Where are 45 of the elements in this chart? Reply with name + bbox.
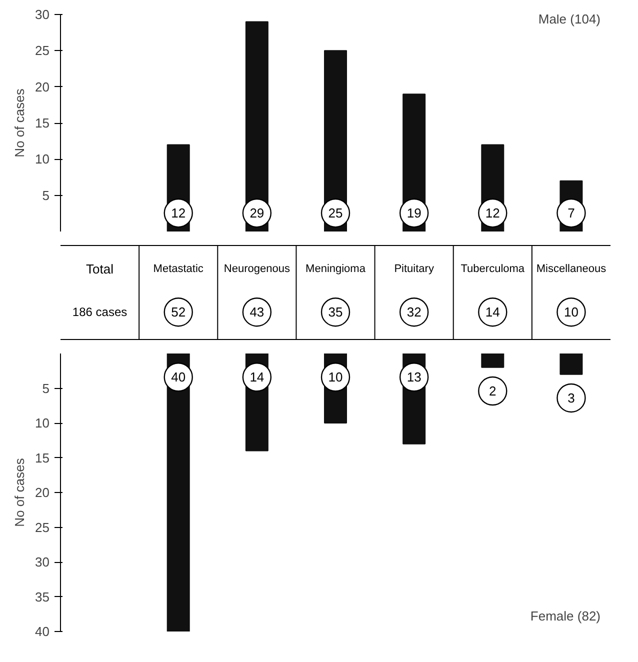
y-tick-label: 5 — [42, 188, 50, 203]
category-label: Metastatic — [153, 262, 204, 275]
data-label: 25 — [328, 206, 343, 221]
text: Total — [86, 261, 114, 276]
y-tick-label: 10 — [35, 416, 50, 430]
data-label: 43 — [250, 304, 264, 320]
y-tick-label: 5 — [42, 380, 50, 396]
y-tick-label: 15 — [35, 450, 50, 466]
category-label: Neurogenous — [224, 262, 290, 275]
data-label: 29 — [250, 206, 264, 221]
y-tick-label: 25 — [35, 520, 50, 535]
bar — [481, 354, 504, 368]
data-label: 40 — [171, 370, 186, 385]
data-label: 35 — [328, 304, 343, 320]
category-label: Miscellaneous — [536, 262, 607, 275]
annotation: Female (82) — [530, 608, 600, 624]
y-tick-label: 30 — [35, 7, 50, 22]
y-tick-label: 25 — [35, 43, 50, 58]
data-label: 3 — [568, 390, 575, 406]
y-tick-label: 40 — [35, 624, 50, 639]
y-axis-title: No of cases — [12, 88, 28, 158]
data-label: 14 — [485, 304, 500, 320]
data-label: 10 — [328, 370, 343, 385]
y-tick-label: 15 — [35, 116, 50, 130]
y-tick-label: 20 — [35, 79, 50, 94]
data-label: 7 — [568, 206, 575, 221]
data-label: 32 — [406, 304, 422, 320]
data-label: 13 — [406, 370, 422, 385]
y-axis-title: No of cases — [12, 458, 28, 527]
text: 186 cases — [72, 305, 128, 320]
data-label: 52 — [171, 304, 186, 320]
data-label: 12 — [171, 206, 186, 221]
data-label: 2 — [489, 384, 496, 399]
y-tick-label: 20 — [35, 485, 50, 500]
data-label: 10 — [564, 304, 578, 320]
category-label: Tuberculoma — [460, 262, 526, 275]
y-tick-label: 35 — [35, 589, 50, 604]
category-label: Pituitary — [394, 262, 434, 275]
data-label: 14 — [250, 370, 264, 385]
y-tick-label: 10 — [35, 152, 50, 167]
data-label: 12 — [485, 206, 500, 221]
bar — [560, 354, 583, 375]
y-tick-label: 30 — [35, 554, 50, 570]
category-label: Meningioma — [306, 262, 366, 275]
data-label: 19 — [406, 206, 422, 221]
